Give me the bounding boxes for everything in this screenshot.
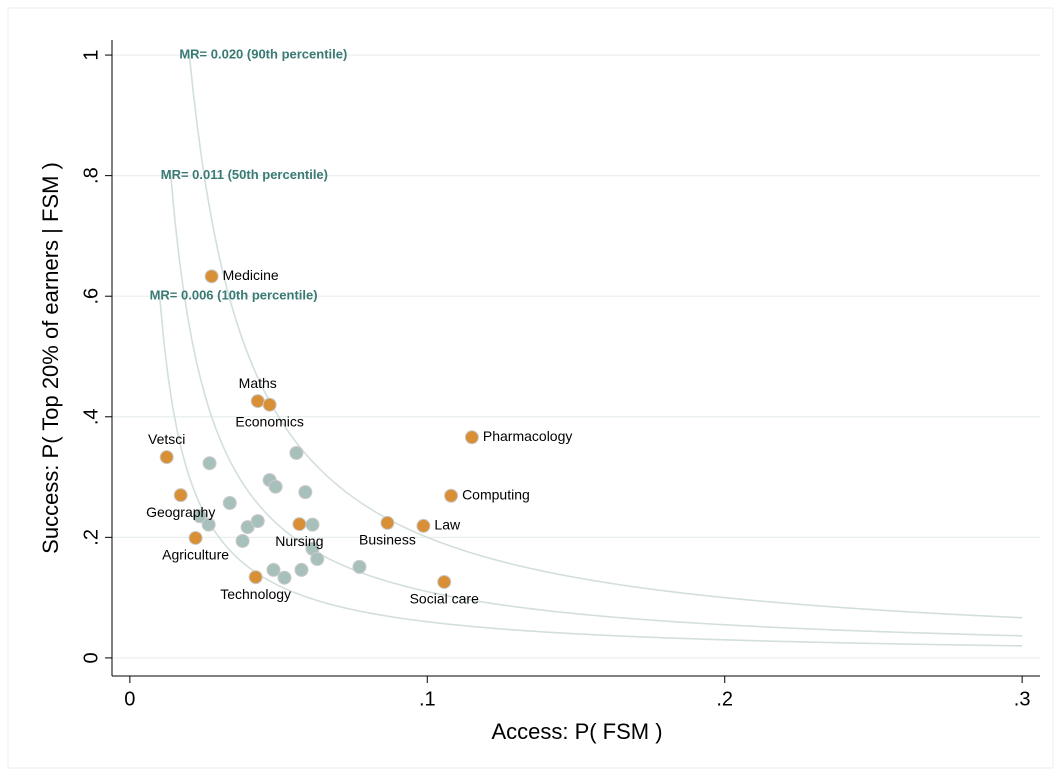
- point: [416, 518, 431, 533]
- y-tick-label: .6: [80, 288, 102, 305]
- point-label: Business: [359, 532, 416, 548]
- point: [277, 570, 292, 585]
- point: [464, 430, 479, 445]
- point: [204, 269, 219, 284]
- point: [188, 530, 203, 545]
- x-axis-title: Access: P( FSM ): [491, 719, 662, 744]
- point: [250, 514, 265, 529]
- point-label: Technology: [220, 586, 291, 602]
- point: [201, 517, 216, 532]
- point: [305, 517, 320, 532]
- point: [202, 456, 217, 471]
- point: [444, 488, 459, 503]
- point-label: Medicine: [223, 267, 279, 283]
- point: [250, 394, 265, 409]
- y-tick-label: .2: [80, 529, 102, 546]
- point-label: Pharmacology: [483, 428, 573, 444]
- y-tick-label: .8: [80, 167, 102, 184]
- point: [173, 488, 188, 503]
- curve-label: MR= 0.006 (10th percentile): [150, 288, 318, 303]
- point-label: Vetsci: [148, 431, 185, 447]
- point: [222, 495, 237, 510]
- frame: [7, 7, 1054, 769]
- point-label: Computing: [462, 486, 530, 502]
- point: [310, 552, 325, 567]
- point: [298, 485, 313, 500]
- curve-label: MR= 0.020 (90th percentile): [179, 47, 347, 62]
- x-tick-label: .3: [1014, 688, 1031, 710]
- point: [262, 397, 277, 412]
- y-axis-title: Success: P( Top 20% of earners | FSM ): [38, 162, 63, 554]
- curve-label: MR= 0.011 (50th percentile): [161, 167, 328, 182]
- threshold-curve: [158, 296, 1023, 647]
- x-tick-label: .2: [716, 688, 733, 710]
- point: [159, 450, 174, 465]
- point-label: Law: [434, 517, 461, 533]
- point: [289, 445, 304, 460]
- y-tick-label: 0: [80, 652, 102, 663]
- point: [235, 533, 250, 548]
- y-tick-label: 1: [80, 50, 102, 61]
- y-tick-label: .4: [80, 408, 102, 425]
- point: [192, 509, 207, 524]
- point: [352, 559, 367, 574]
- point: [437, 574, 452, 589]
- point: [248, 570, 263, 585]
- point-label: Maths: [239, 375, 277, 391]
- point-label: Social care: [410, 591, 479, 607]
- point-label: Geography: [146, 504, 215, 520]
- point: [266, 562, 281, 577]
- threshold-curve: [188, 54, 1023, 619]
- x-tick-label: 0: [124, 688, 135, 710]
- point: [268, 479, 283, 494]
- point: [380, 515, 395, 530]
- point-label: Agriculture: [162, 547, 229, 563]
- point: [292, 517, 307, 532]
- point-label: Economics: [235, 413, 303, 429]
- point-label: Nursing: [275, 533, 323, 549]
- point: [240, 520, 255, 535]
- x-tick-label: .1: [419, 688, 436, 710]
- point: [294, 562, 309, 577]
